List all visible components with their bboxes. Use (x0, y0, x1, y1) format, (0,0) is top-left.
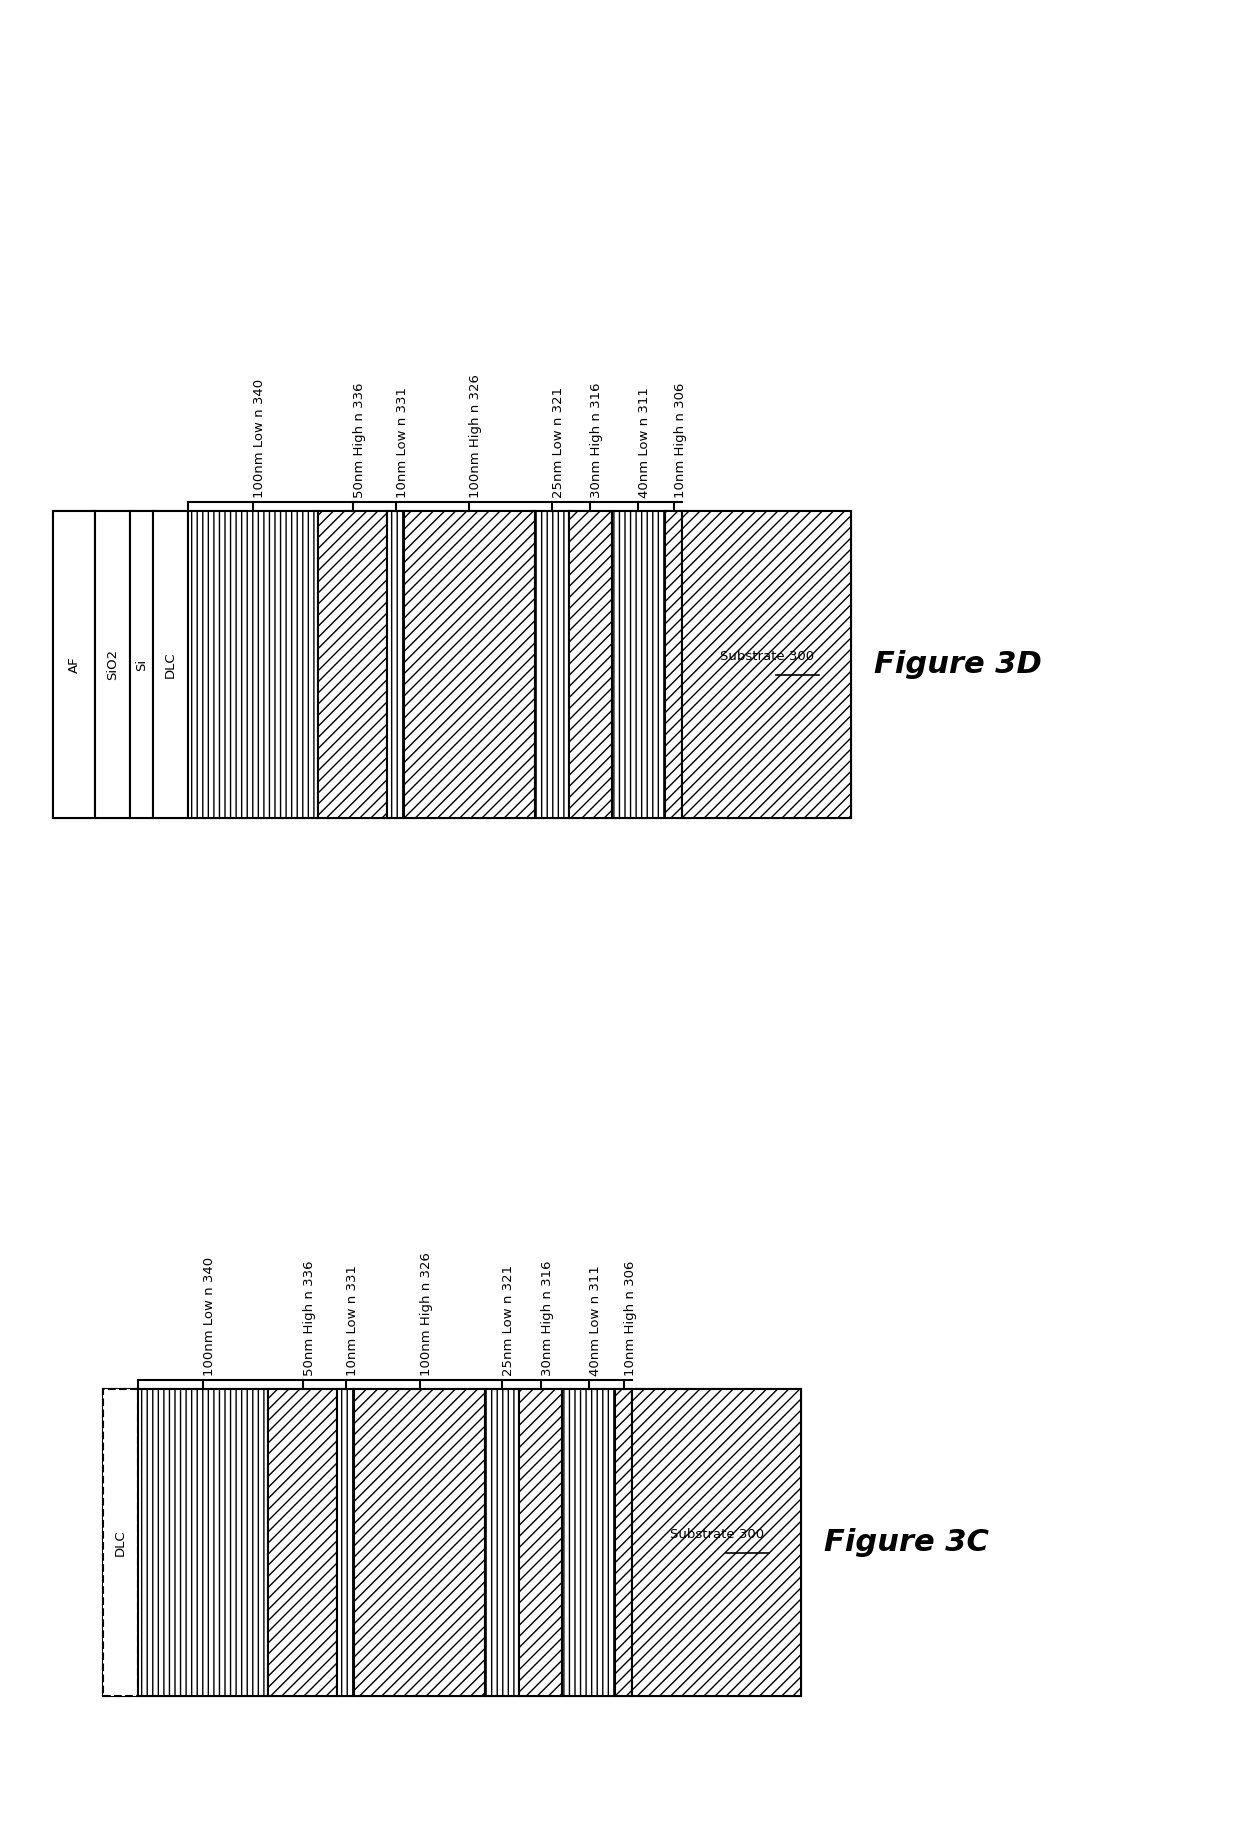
Text: 30nm High n 316: 30nm High n 316 (590, 382, 604, 497)
Bar (53, 510, 95, 818)
Bar (534, 510, 569, 818)
Text: 10nm High n 306: 10nm High n 306 (624, 1260, 637, 1375)
Text: 100nm Low n 340: 100nm Low n 340 (253, 379, 265, 497)
Text: 40nm Low n 311: 40nm Low n 311 (589, 1266, 601, 1375)
Text: Figure 3C: Figure 3C (825, 1527, 990, 1556)
Bar (153, 510, 187, 818)
Text: 100nm High n 326: 100nm High n 326 (470, 375, 482, 497)
Bar (53, 510, 852, 818)
Bar (130, 510, 153, 818)
Bar (319, 510, 387, 818)
Text: 10nm High n 306: 10nm High n 306 (673, 382, 687, 497)
Text: 40nm Low n 311: 40nm Low n 311 (639, 388, 651, 497)
Text: 10nm Low n 331: 10nm Low n 331 (346, 1266, 358, 1375)
Bar (520, 1388, 562, 1695)
Text: Substrate 300: Substrate 300 (670, 1529, 764, 1542)
Bar (666, 510, 682, 818)
Bar (355, 1388, 485, 1695)
Bar (569, 510, 611, 818)
Text: 30nm High n 316: 30nm High n 316 (541, 1260, 553, 1375)
Bar (138, 1388, 268, 1695)
Bar (95, 510, 130, 818)
Text: 100nm High n 326: 100nm High n 326 (419, 1253, 433, 1375)
Bar (485, 1388, 520, 1695)
Text: 10nm Low n 331: 10nm Low n 331 (396, 388, 409, 497)
Bar (682, 510, 852, 818)
Text: 50nm High n 336: 50nm High n 336 (303, 1260, 316, 1375)
Text: Substrate 300: Substrate 300 (719, 651, 813, 664)
Text: AF: AF (68, 657, 81, 673)
Bar (187, 510, 319, 818)
Bar (268, 1388, 337, 1695)
Bar (615, 1388, 632, 1695)
Text: SiO2: SiO2 (107, 649, 119, 680)
Bar (103, 1388, 138, 1695)
Text: Si: Si (135, 658, 148, 671)
Bar (562, 1388, 615, 1695)
Bar (387, 510, 404, 818)
Bar (611, 510, 666, 818)
Text: 25nm Low n 321: 25nm Low n 321 (552, 388, 565, 497)
Bar (337, 1388, 355, 1695)
Text: Figure 3D: Figure 3D (874, 649, 1042, 679)
Text: DLC: DLC (164, 651, 177, 679)
Text: 50nm High n 336: 50nm High n 336 (352, 382, 366, 497)
Bar (103, 1388, 801, 1695)
Text: 25nm Low n 321: 25nm Low n 321 (502, 1266, 515, 1375)
Text: 100nm Low n 340: 100nm Low n 340 (203, 1257, 216, 1375)
Bar (632, 1388, 801, 1695)
Bar (404, 510, 534, 818)
Text: DLC: DLC (114, 1529, 126, 1556)
